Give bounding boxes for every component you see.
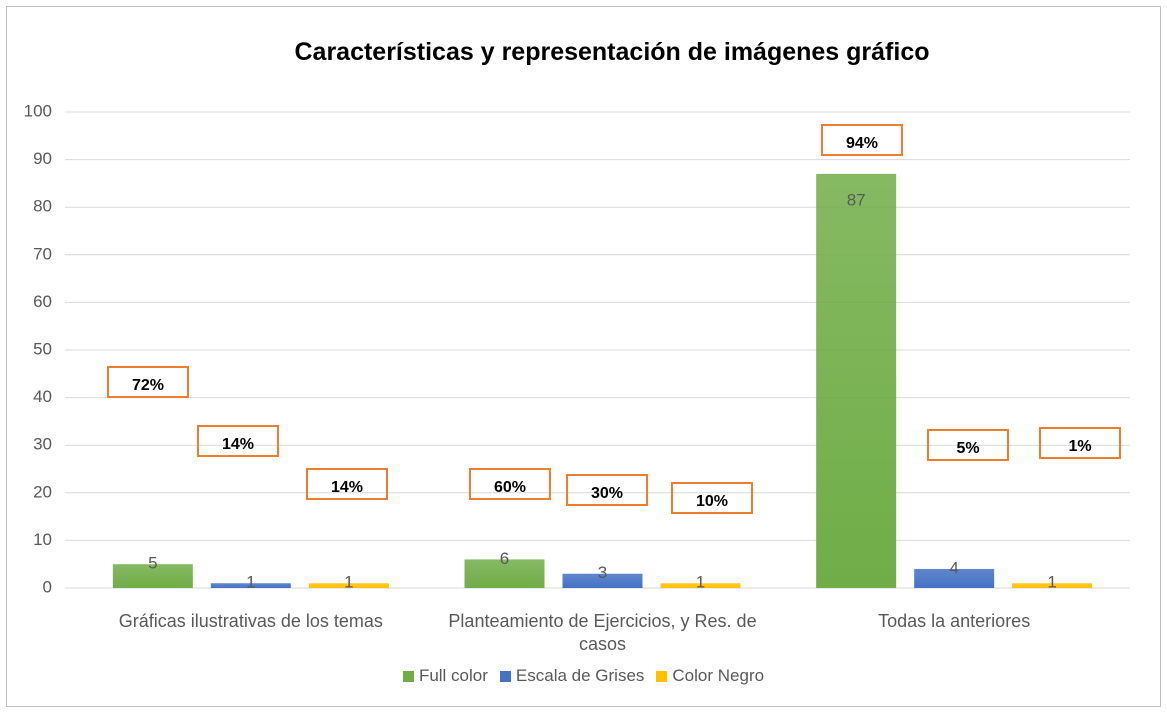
annotation: 94% (846, 135, 878, 152)
bar (660, 583, 741, 588)
legend-label: Escala de Grises (515, 666, 645, 685)
annotation-box (469, 468, 551, 500)
x-tick-label: Todas la anteriores (878, 611, 1031, 631)
y-tick-label: 100 (24, 101, 52, 120)
annotation-box (1039, 427, 1121, 459)
annotation: 10% (696, 493, 728, 510)
legend-item: Color Negro (656, 666, 764, 685)
legend-item: Full color (402, 666, 488, 685)
y-tick-label: 30 (33, 435, 52, 454)
data-label: 1 (1047, 573, 1056, 592)
legend-label: Color Negro (672, 666, 765, 685)
chart-title: Características y representación de imág… (294, 38, 930, 66)
annotation-box (107, 366, 189, 398)
annotation-box (821, 124, 903, 156)
data-label: 6 (500, 549, 509, 568)
y-tick-label: 70 (33, 244, 52, 263)
y-tick-label: 60 (33, 292, 52, 311)
bar (816, 173, 897, 588)
bar (914, 568, 995, 588)
legend-item: Escala de Grises (499, 666, 645, 685)
annotation: 60% (494, 479, 526, 496)
annotation: 72% (132, 377, 164, 394)
chart-border (6, 6, 1161, 707)
y-tick-label: 50 (33, 339, 52, 358)
bar (562, 573, 643, 588)
bar (112, 564, 193, 588)
bar (210, 583, 291, 588)
legend-swatch (656, 671, 668, 682)
annotation: 1% (1068, 438, 1091, 455)
bar (308, 583, 389, 588)
data-label: 3 (598, 563, 607, 582)
annotation: 14% (331, 479, 363, 496)
y-tick-label: 80 (33, 197, 52, 216)
data-label: 1 (344, 573, 353, 592)
annotation-box (566, 474, 648, 506)
annotation: 30% (591, 485, 623, 502)
x-tick-label: Gráficas ilustrativas de los temas (118, 611, 383, 631)
annotation-box (927, 429, 1009, 461)
data-label: 87 (847, 190, 866, 209)
legend-swatch (499, 671, 511, 682)
data-label: 1 (246, 573, 255, 592)
annotation-box (671, 482, 753, 514)
legend-swatch (402, 671, 414, 682)
x-tick-label: Planteamiento de Ejercicios, y Res. de c… (448, 611, 757, 654)
y-tick-label: 0 (43, 577, 52, 596)
data-label: 1 (696, 573, 705, 592)
y-tick-label: 40 (33, 387, 52, 406)
bar (1012, 583, 1093, 588)
data-label: 4 (949, 558, 958, 577)
y-tick-label: 10 (33, 530, 52, 549)
annotation: 14% (222, 436, 254, 453)
data-label: 5 (148, 554, 157, 573)
y-tick-label: 90 (33, 149, 52, 168)
y-tick-label: 20 (33, 482, 52, 501)
legend-label: Full color (418, 666, 488, 685)
annotation-box (197, 425, 279, 457)
legend: Full color Escala de Grises Color Negro (0, 666, 1167, 686)
annotation-box (306, 468, 388, 500)
annotation: 5% (956, 440, 979, 457)
bar (464, 559, 545, 588)
